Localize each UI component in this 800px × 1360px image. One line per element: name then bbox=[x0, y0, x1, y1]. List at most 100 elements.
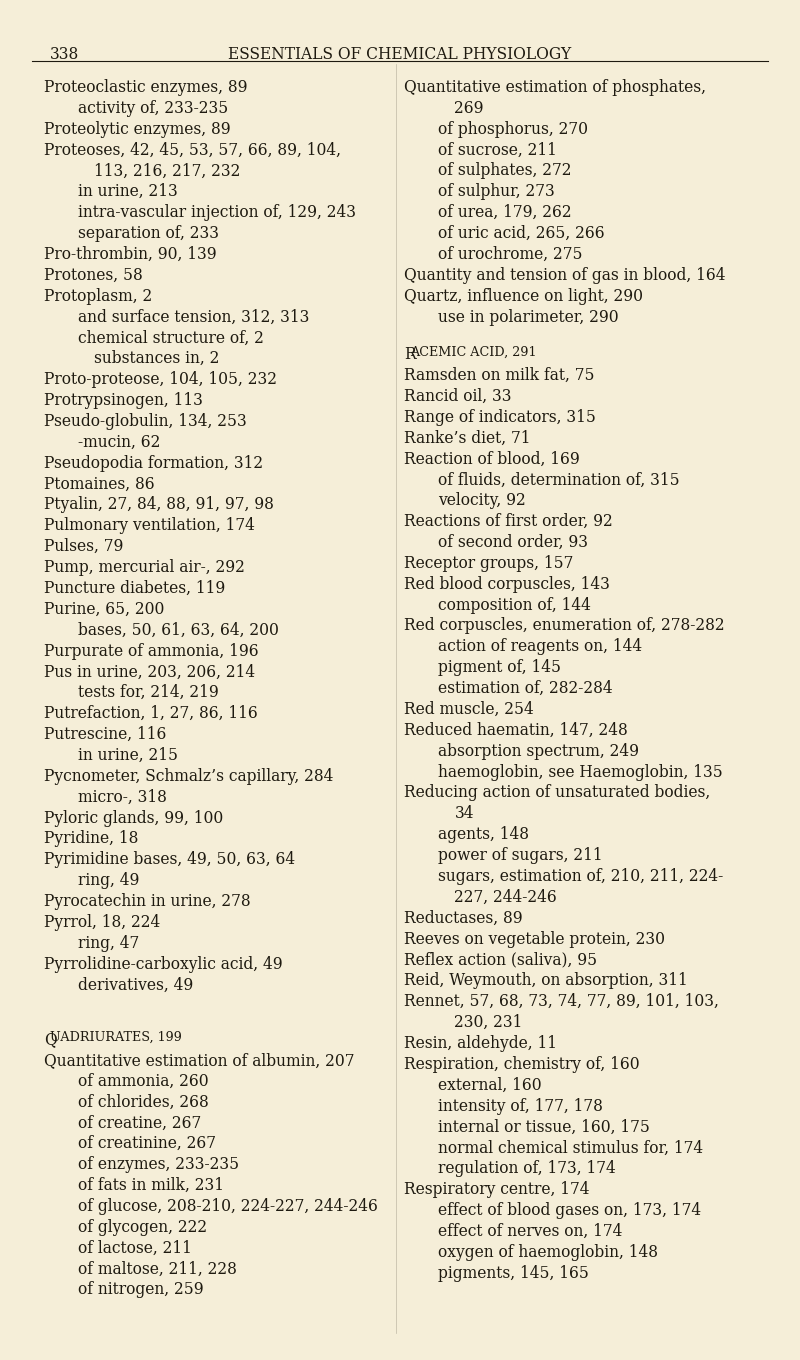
Text: 269: 269 bbox=[454, 99, 484, 117]
Text: Proteolytic enzymes, 89: Proteolytic enzymes, 89 bbox=[44, 121, 230, 137]
Text: use in polarimeter, 290: use in polarimeter, 290 bbox=[438, 309, 619, 325]
Text: bases, 50, 61, 63, 64, 200: bases, 50, 61, 63, 64, 200 bbox=[78, 622, 279, 639]
Text: Pseudopodia formation, 312: Pseudopodia formation, 312 bbox=[44, 454, 263, 472]
Text: Purpurate of ammonia, 196: Purpurate of ammonia, 196 bbox=[44, 642, 258, 660]
Text: separation of, 233: separation of, 233 bbox=[78, 224, 219, 242]
Text: Protoplasm, 2: Protoplasm, 2 bbox=[44, 287, 152, 305]
Text: Q: Q bbox=[44, 1031, 57, 1047]
Text: of maltose, 211, 228: of maltose, 211, 228 bbox=[78, 1261, 238, 1277]
Text: substances in, 2: substances in, 2 bbox=[94, 351, 220, 367]
Text: of glycogen, 222: of glycogen, 222 bbox=[78, 1219, 207, 1236]
Text: Pyrimidine bases, 49, 50, 63, 64: Pyrimidine bases, 49, 50, 63, 64 bbox=[44, 851, 295, 868]
Text: Pro-thrombin, 90, 139: Pro-thrombin, 90, 139 bbox=[44, 246, 217, 262]
Text: Ranke’s diet, 71: Ranke’s diet, 71 bbox=[404, 430, 530, 446]
Text: of sulphates, 272: of sulphates, 272 bbox=[438, 162, 572, 180]
Text: ACEMIC ACID, 291: ACEMIC ACID, 291 bbox=[410, 345, 537, 359]
Text: Pseudo-globulin, 134, 253: Pseudo-globulin, 134, 253 bbox=[44, 413, 246, 430]
Text: Quantitative estimation of albumin, 207: Quantitative estimation of albumin, 207 bbox=[44, 1051, 354, 1069]
Text: micro-, 318: micro-, 318 bbox=[78, 789, 167, 805]
Text: intra-vascular injection of, 129, 243: intra-vascular injection of, 129, 243 bbox=[78, 204, 357, 222]
Text: Ramsden on milk fat, 75: Ramsden on milk fat, 75 bbox=[404, 367, 594, 384]
Text: Rancid oil, 33: Rancid oil, 33 bbox=[404, 388, 511, 405]
Text: Respiration, chemistry of, 160: Respiration, chemistry of, 160 bbox=[404, 1055, 640, 1073]
Text: Pyloric glands, 99, 100: Pyloric glands, 99, 100 bbox=[44, 809, 223, 827]
Text: Putrescine, 116: Putrescine, 116 bbox=[44, 726, 166, 743]
Text: agents, 148: agents, 148 bbox=[438, 827, 530, 843]
Text: Pyrrolidine-carboxylic acid, 49: Pyrrolidine-carboxylic acid, 49 bbox=[44, 956, 282, 972]
Text: Pyridine, 18: Pyridine, 18 bbox=[44, 831, 138, 847]
Text: of sucrose, 211: of sucrose, 211 bbox=[438, 141, 558, 159]
Text: derivatives, 49: derivatives, 49 bbox=[78, 976, 194, 994]
Text: Reaction of blood, 169: Reaction of blood, 169 bbox=[404, 450, 580, 468]
Text: of fats in milk, 231: of fats in milk, 231 bbox=[78, 1176, 224, 1194]
Text: 113, 216, 217, 232: 113, 216, 217, 232 bbox=[94, 162, 241, 180]
Text: of urea, 179, 262: of urea, 179, 262 bbox=[438, 204, 572, 222]
Text: -mucin, 62: -mucin, 62 bbox=[78, 434, 161, 450]
Text: Resin, aldehyde, 11: Resin, aldehyde, 11 bbox=[404, 1035, 557, 1053]
Text: 230, 231: 230, 231 bbox=[454, 1015, 522, 1031]
Text: of glucose, 208-210, 224-227, 244-246: of glucose, 208-210, 224-227, 244-246 bbox=[78, 1198, 378, 1214]
Text: of enzymes, 233-235: of enzymes, 233-235 bbox=[78, 1156, 239, 1174]
Text: ESSENTIALS OF CHEMICAL PHYSIOLOGY: ESSENTIALS OF CHEMICAL PHYSIOLOGY bbox=[228, 46, 572, 63]
Text: 338: 338 bbox=[50, 46, 79, 63]
Text: of chlorides, 268: of chlorides, 268 bbox=[78, 1093, 209, 1111]
Text: activity of, 233-235: activity of, 233-235 bbox=[78, 99, 229, 117]
Text: in urine, 213: in urine, 213 bbox=[78, 184, 178, 200]
Text: Rennet, 57, 68, 73, 74, 77, 89, 101, 103,: Rennet, 57, 68, 73, 74, 77, 89, 101, 103… bbox=[404, 993, 719, 1010]
Text: of creatinine, 267: of creatinine, 267 bbox=[78, 1136, 216, 1152]
Text: normal chemical stimulus for, 174: normal chemical stimulus for, 174 bbox=[438, 1140, 703, 1156]
Text: of second order, 93: of second order, 93 bbox=[438, 534, 589, 551]
Text: effect of nerves on, 174: effect of nerves on, 174 bbox=[438, 1223, 622, 1240]
Text: external, 160: external, 160 bbox=[438, 1077, 542, 1093]
Text: Reflex action (saliva), 95: Reflex action (saliva), 95 bbox=[404, 952, 597, 968]
Text: estimation of, 282-284: estimation of, 282-284 bbox=[438, 680, 613, 698]
Text: pigments, 145, 165: pigments, 145, 165 bbox=[438, 1265, 590, 1281]
Text: of phosphorus, 270: of phosphorus, 270 bbox=[438, 121, 589, 137]
Text: of lactose, 211: of lactose, 211 bbox=[78, 1239, 192, 1257]
Text: of ammonia, 260: of ammonia, 260 bbox=[78, 1073, 209, 1089]
Text: Protrypsinogen, 113: Protrypsinogen, 113 bbox=[44, 392, 203, 409]
Text: of sulphur, 273: of sulphur, 273 bbox=[438, 184, 555, 200]
Text: Red muscle, 254: Red muscle, 254 bbox=[404, 700, 534, 718]
Text: Reactions of first order, 92: Reactions of first order, 92 bbox=[404, 513, 613, 530]
Text: Reducing action of unsaturated bodies,: Reducing action of unsaturated bodies, bbox=[404, 785, 710, 801]
Text: 34: 34 bbox=[454, 805, 474, 823]
Text: velocity, 92: velocity, 92 bbox=[438, 492, 526, 509]
Text: Quantitative estimation of phosphates,: Quantitative estimation of phosphates, bbox=[404, 79, 706, 97]
Text: Pulmonary ventilation, 174: Pulmonary ventilation, 174 bbox=[44, 517, 255, 534]
Text: Proto-proteose, 104, 105, 232: Proto-proteose, 104, 105, 232 bbox=[44, 371, 277, 388]
Text: Protones, 58: Protones, 58 bbox=[44, 267, 142, 284]
Text: of urochrome, 275: of urochrome, 275 bbox=[438, 246, 583, 262]
Text: Pyrrol, 18, 224: Pyrrol, 18, 224 bbox=[44, 914, 160, 930]
Text: Red blood corpuscles, 143: Red blood corpuscles, 143 bbox=[404, 575, 610, 593]
Text: Pump, mercurial air-, 292: Pump, mercurial air-, 292 bbox=[44, 559, 245, 577]
Text: Reductases, 89: Reductases, 89 bbox=[404, 910, 522, 926]
Text: sugars, estimation of, 210, 211, 224-: sugars, estimation of, 210, 211, 224- bbox=[438, 868, 724, 885]
Text: chemical structure of, 2: chemical structure of, 2 bbox=[78, 329, 264, 347]
Text: Range of indicators, 315: Range of indicators, 315 bbox=[404, 409, 596, 426]
Text: of uric acid, 265, 266: of uric acid, 265, 266 bbox=[438, 224, 605, 242]
Text: Quartz, influence on light, 290: Quartz, influence on light, 290 bbox=[404, 287, 643, 305]
Text: action of reagents on, 144: action of reagents on, 144 bbox=[438, 638, 642, 656]
Text: oxygen of haemoglobin, 148: oxygen of haemoglobin, 148 bbox=[438, 1244, 658, 1261]
Text: effect of blood gases on, 173, 174: effect of blood gases on, 173, 174 bbox=[438, 1202, 702, 1219]
Text: Reduced haematin, 147, 248: Reduced haematin, 147, 248 bbox=[404, 722, 628, 738]
Text: of creatine, 267: of creatine, 267 bbox=[78, 1114, 202, 1132]
Text: ring, 49: ring, 49 bbox=[78, 872, 140, 889]
Text: intensity of, 177, 178: intensity of, 177, 178 bbox=[438, 1098, 603, 1115]
Text: power of sugars, 211: power of sugars, 211 bbox=[438, 847, 603, 864]
Text: Reid, Weymouth, on absorption, 311: Reid, Weymouth, on absorption, 311 bbox=[404, 972, 688, 989]
Text: R: R bbox=[404, 345, 416, 363]
Text: Proteoclastic enzymes, 89: Proteoclastic enzymes, 89 bbox=[44, 79, 247, 97]
Text: pigment of, 145: pigment of, 145 bbox=[438, 660, 562, 676]
Text: Pycnometer, Schmalz’s capillary, 284: Pycnometer, Schmalz’s capillary, 284 bbox=[44, 768, 334, 785]
Text: of nitrogen, 259: of nitrogen, 259 bbox=[78, 1281, 204, 1299]
Text: Receptor groups, 157: Receptor groups, 157 bbox=[404, 555, 574, 571]
Text: in urine, 215: in urine, 215 bbox=[78, 747, 178, 764]
Text: Purine, 65, 200: Purine, 65, 200 bbox=[44, 601, 164, 617]
Text: Red corpuscles, enumeration of, 278-282: Red corpuscles, enumeration of, 278-282 bbox=[404, 617, 725, 635]
Text: absorption spectrum, 249: absorption spectrum, 249 bbox=[438, 743, 639, 760]
Text: Reeves on vegetable protein, 230: Reeves on vegetable protein, 230 bbox=[404, 930, 665, 948]
Text: Quantity and tension of gas in blood, 164: Quantity and tension of gas in blood, 16… bbox=[404, 267, 726, 284]
Text: Pus in urine, 203, 206, 214: Pus in urine, 203, 206, 214 bbox=[44, 664, 255, 680]
